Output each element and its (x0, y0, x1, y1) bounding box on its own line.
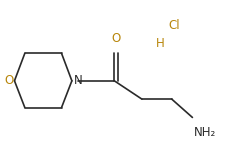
Text: O: O (112, 32, 121, 45)
Text: NH₂: NH₂ (194, 126, 216, 139)
Text: Cl: Cl (168, 19, 180, 32)
Text: N: N (74, 74, 82, 87)
Text: O: O (4, 74, 13, 87)
Text: H: H (156, 37, 165, 50)
